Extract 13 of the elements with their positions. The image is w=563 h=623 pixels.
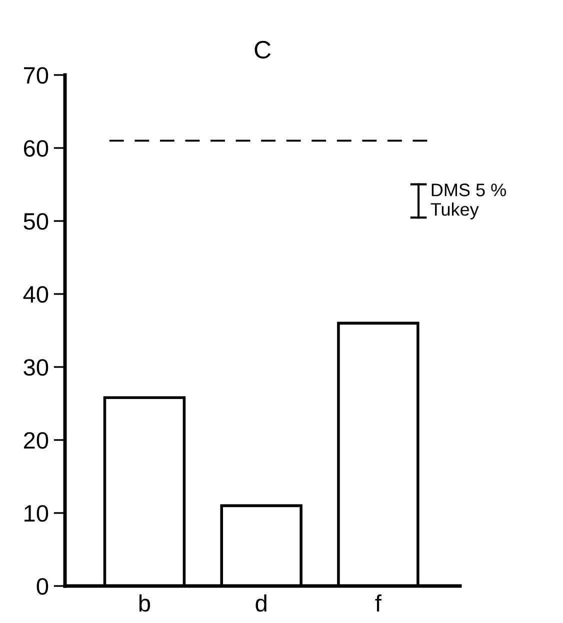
- chart-title: C: [254, 40, 271, 59]
- y-tick-label: 70: [24, 67, 48, 84]
- annotation: DMS 5 % Tukey: [430, 184, 506, 220]
- y-tick-label: 20: [24, 432, 48, 449]
- y-tick-label: 0: [36, 578, 48, 595]
- y-tick-label: 10: [24, 505, 48, 522]
- y-tick-label: 60: [24, 140, 48, 157]
- x-tick-label: b: [139, 594, 150, 612]
- y-tick-label: 50: [24, 213, 48, 230]
- y-tick-label: 30: [24, 359, 48, 376]
- x-tick-label: f: [375, 594, 382, 612]
- y-tick-label: 40: [23, 286, 48, 303]
- x-tick-label: d: [256, 594, 266, 612]
